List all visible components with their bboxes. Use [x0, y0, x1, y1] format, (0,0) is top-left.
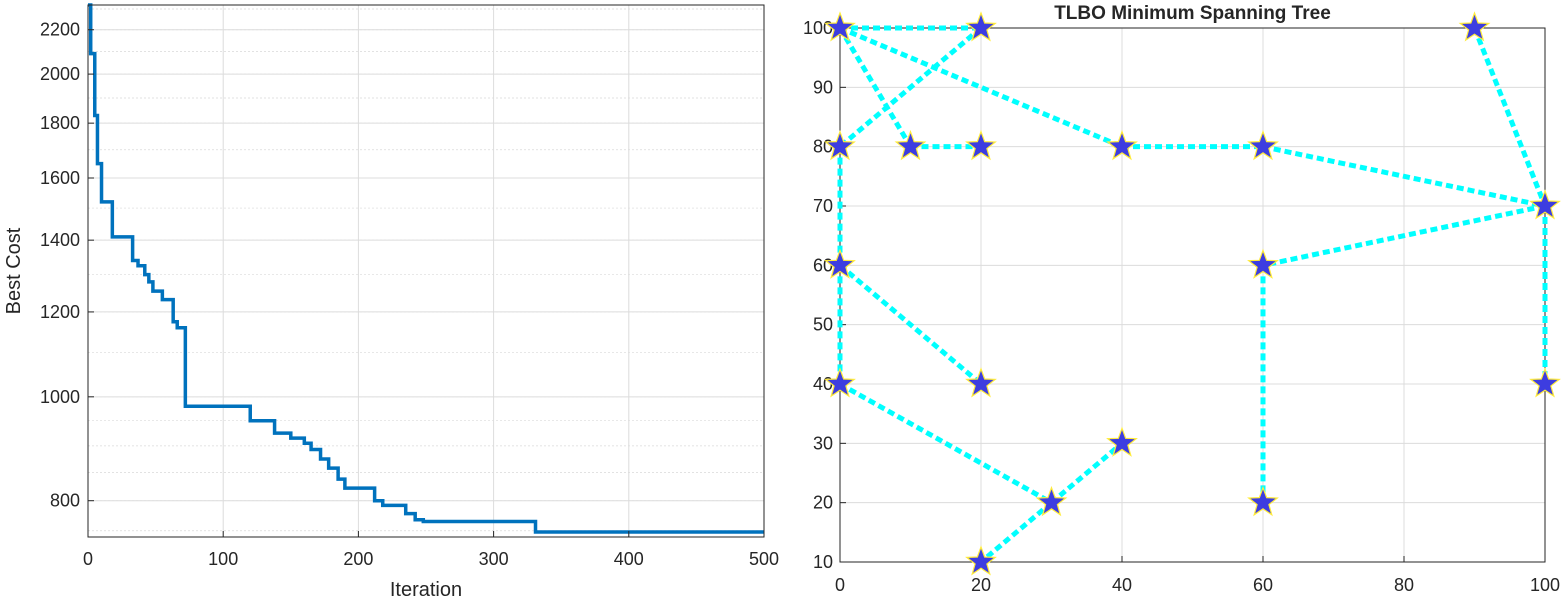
tree-node: [1247, 248, 1279, 279]
tree-edge: [1472, 27, 1548, 207]
tree-node: [1106, 129, 1138, 161]
y-tick-label: 70: [813, 196, 833, 216]
x-tick-label: 80: [1394, 575, 1414, 595]
y-tick-label: 1800: [40, 113, 80, 133]
tree-node: [965, 545, 997, 576]
y-tick-label: 90: [813, 77, 833, 97]
x-tick-label: 100: [208, 549, 238, 569]
tree-node: [894, 129, 927, 161]
tree-node: [965, 367, 997, 398]
best-cost-line: [88, 3, 764, 534]
y-tick-label: 2000: [40, 64, 80, 84]
y-tick-label: 30: [813, 433, 833, 453]
tree-node: [1458, 11, 1491, 42]
tree-node: [824, 11, 856, 42]
tree-edge: [837, 26, 913, 148]
x-tick-label: 60: [1253, 575, 1273, 595]
tree-edge: [1262, 203, 1546, 268]
y-tick-label: 2200: [40, 20, 80, 40]
y-tick-label: 20: [813, 493, 833, 513]
tree-node: [824, 367, 856, 398]
tree-node: [965, 129, 997, 161]
y-axis-label: Best Cost: [3, 227, 25, 314]
tree-node: [824, 248, 856, 279]
x-tick-label: 200: [343, 549, 373, 569]
tree-edge: [979, 500, 1054, 564]
x-tick-label: 500: [749, 549, 779, 569]
x-axis-label: Iteration: [390, 579, 462, 601]
tree-node: [1035, 485, 1068, 517]
tree-node: [1529, 367, 1561, 398]
y-tick-label: 100: [803, 18, 833, 38]
tree-edge: [1049, 441, 1124, 505]
y-tick-label: 1000: [40, 387, 80, 407]
x-tick-label: 0: [835, 575, 845, 595]
best-cost-chart: 0 100 200 300 400 500 800 1000 1200 1400 1600 1800 2…: [3, 3, 779, 601]
x-tick-label: 40: [1112, 575, 1132, 595]
y-tick-label: 800: [50, 491, 80, 511]
plot-area: [88, 5, 764, 537]
chart-title: TLBO Minimum Spanning Tree: [1054, 3, 1331, 24]
tree-node: [965, 11, 997, 42]
y-tick-label: 40: [813, 374, 833, 394]
y-tick-label: 80: [813, 137, 833, 157]
tree-edge: [838, 26, 983, 149]
y-tick-label: 60: [813, 255, 833, 275]
y-tick-label: 10: [813, 552, 833, 572]
y-tick-label: 1600: [40, 168, 80, 188]
tree-node: [1529, 189, 1561, 220]
x-tick-label: 300: [479, 549, 509, 569]
tree-node: [1247, 485, 1279, 517]
x-tick-label: 0: [83, 549, 93, 569]
y-tick-label: 1400: [40, 230, 80, 250]
tree-node: [824, 129, 856, 161]
x-tick-label: 400: [614, 549, 644, 569]
y-tick-label: 50: [813, 315, 833, 335]
tree-edge: [838, 263, 983, 386]
plot-area: [840, 28, 1545, 562]
tree-node: [1106, 426, 1138, 457]
axes-box: [87, 4, 765, 538]
tree-node: [1247, 129, 1279, 161]
tree-edge: [838, 381, 1053, 505]
tree-edge: [1262, 144, 1546, 209]
y-tick-label: 1200: [40, 302, 80, 322]
x-tick-label: 100: [1530, 575, 1560, 595]
spanning-tree-chart: 0 20 40 60 80 100 10 20 30 40 50 60 70 80 90 100 TLBO Mi…: [803, 3, 1561, 595]
x-tick-label: 20: [971, 575, 991, 595]
tree-edge: [839, 25, 1123, 149]
